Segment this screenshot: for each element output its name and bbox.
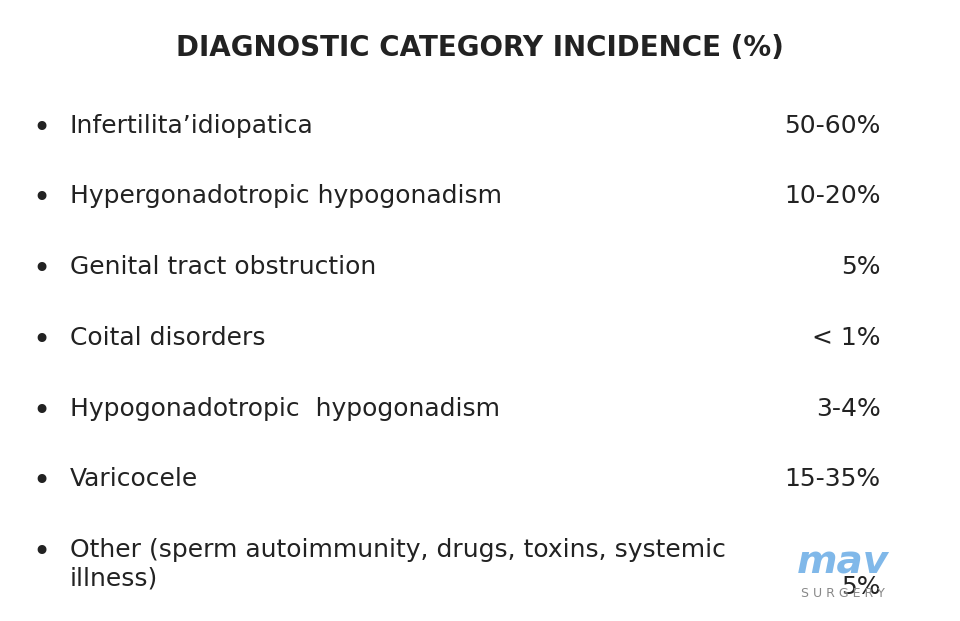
Text: •: • — [32, 538, 50, 567]
Text: Infertilita’idiopatica: Infertilita’idiopatica — [69, 114, 313, 138]
Text: 5%: 5% — [841, 255, 881, 279]
Text: < 1%: < 1% — [812, 326, 881, 350]
Text: •: • — [32, 114, 50, 143]
Text: Hypogonadotropic  hypogonadism: Hypogonadotropic hypogonadism — [69, 397, 499, 420]
Text: 50-60%: 50-60% — [784, 114, 881, 138]
Text: •: • — [32, 397, 50, 425]
Text: •: • — [32, 468, 50, 496]
Text: DIAGNOSTIC CATEGORY INCIDENCE (%): DIAGNOSTIC CATEGORY INCIDENCE (%) — [176, 34, 784, 61]
Text: •: • — [32, 184, 50, 214]
Text: Genital tract obstruction: Genital tract obstruction — [69, 255, 375, 279]
Text: 3-4%: 3-4% — [816, 397, 881, 420]
Text: 15-35%: 15-35% — [784, 468, 881, 491]
Text: 5%: 5% — [841, 575, 881, 599]
Text: Varicocele: Varicocele — [69, 468, 198, 491]
Text: Other (sperm autoimmunity, drugs, toxins, systemic
illness): Other (sperm autoimmunity, drugs, toxins… — [69, 538, 726, 590]
Text: Coital disorders: Coital disorders — [69, 326, 265, 350]
Text: Hypergonadotropic hypogonadism: Hypergonadotropic hypogonadism — [69, 184, 501, 208]
Text: •: • — [32, 326, 50, 355]
Text: 10-20%: 10-20% — [784, 184, 881, 208]
Text: S U R G E R Y: S U R G E R Y — [801, 587, 884, 600]
Text: •: • — [32, 255, 50, 284]
Text: mav: mav — [797, 544, 889, 582]
